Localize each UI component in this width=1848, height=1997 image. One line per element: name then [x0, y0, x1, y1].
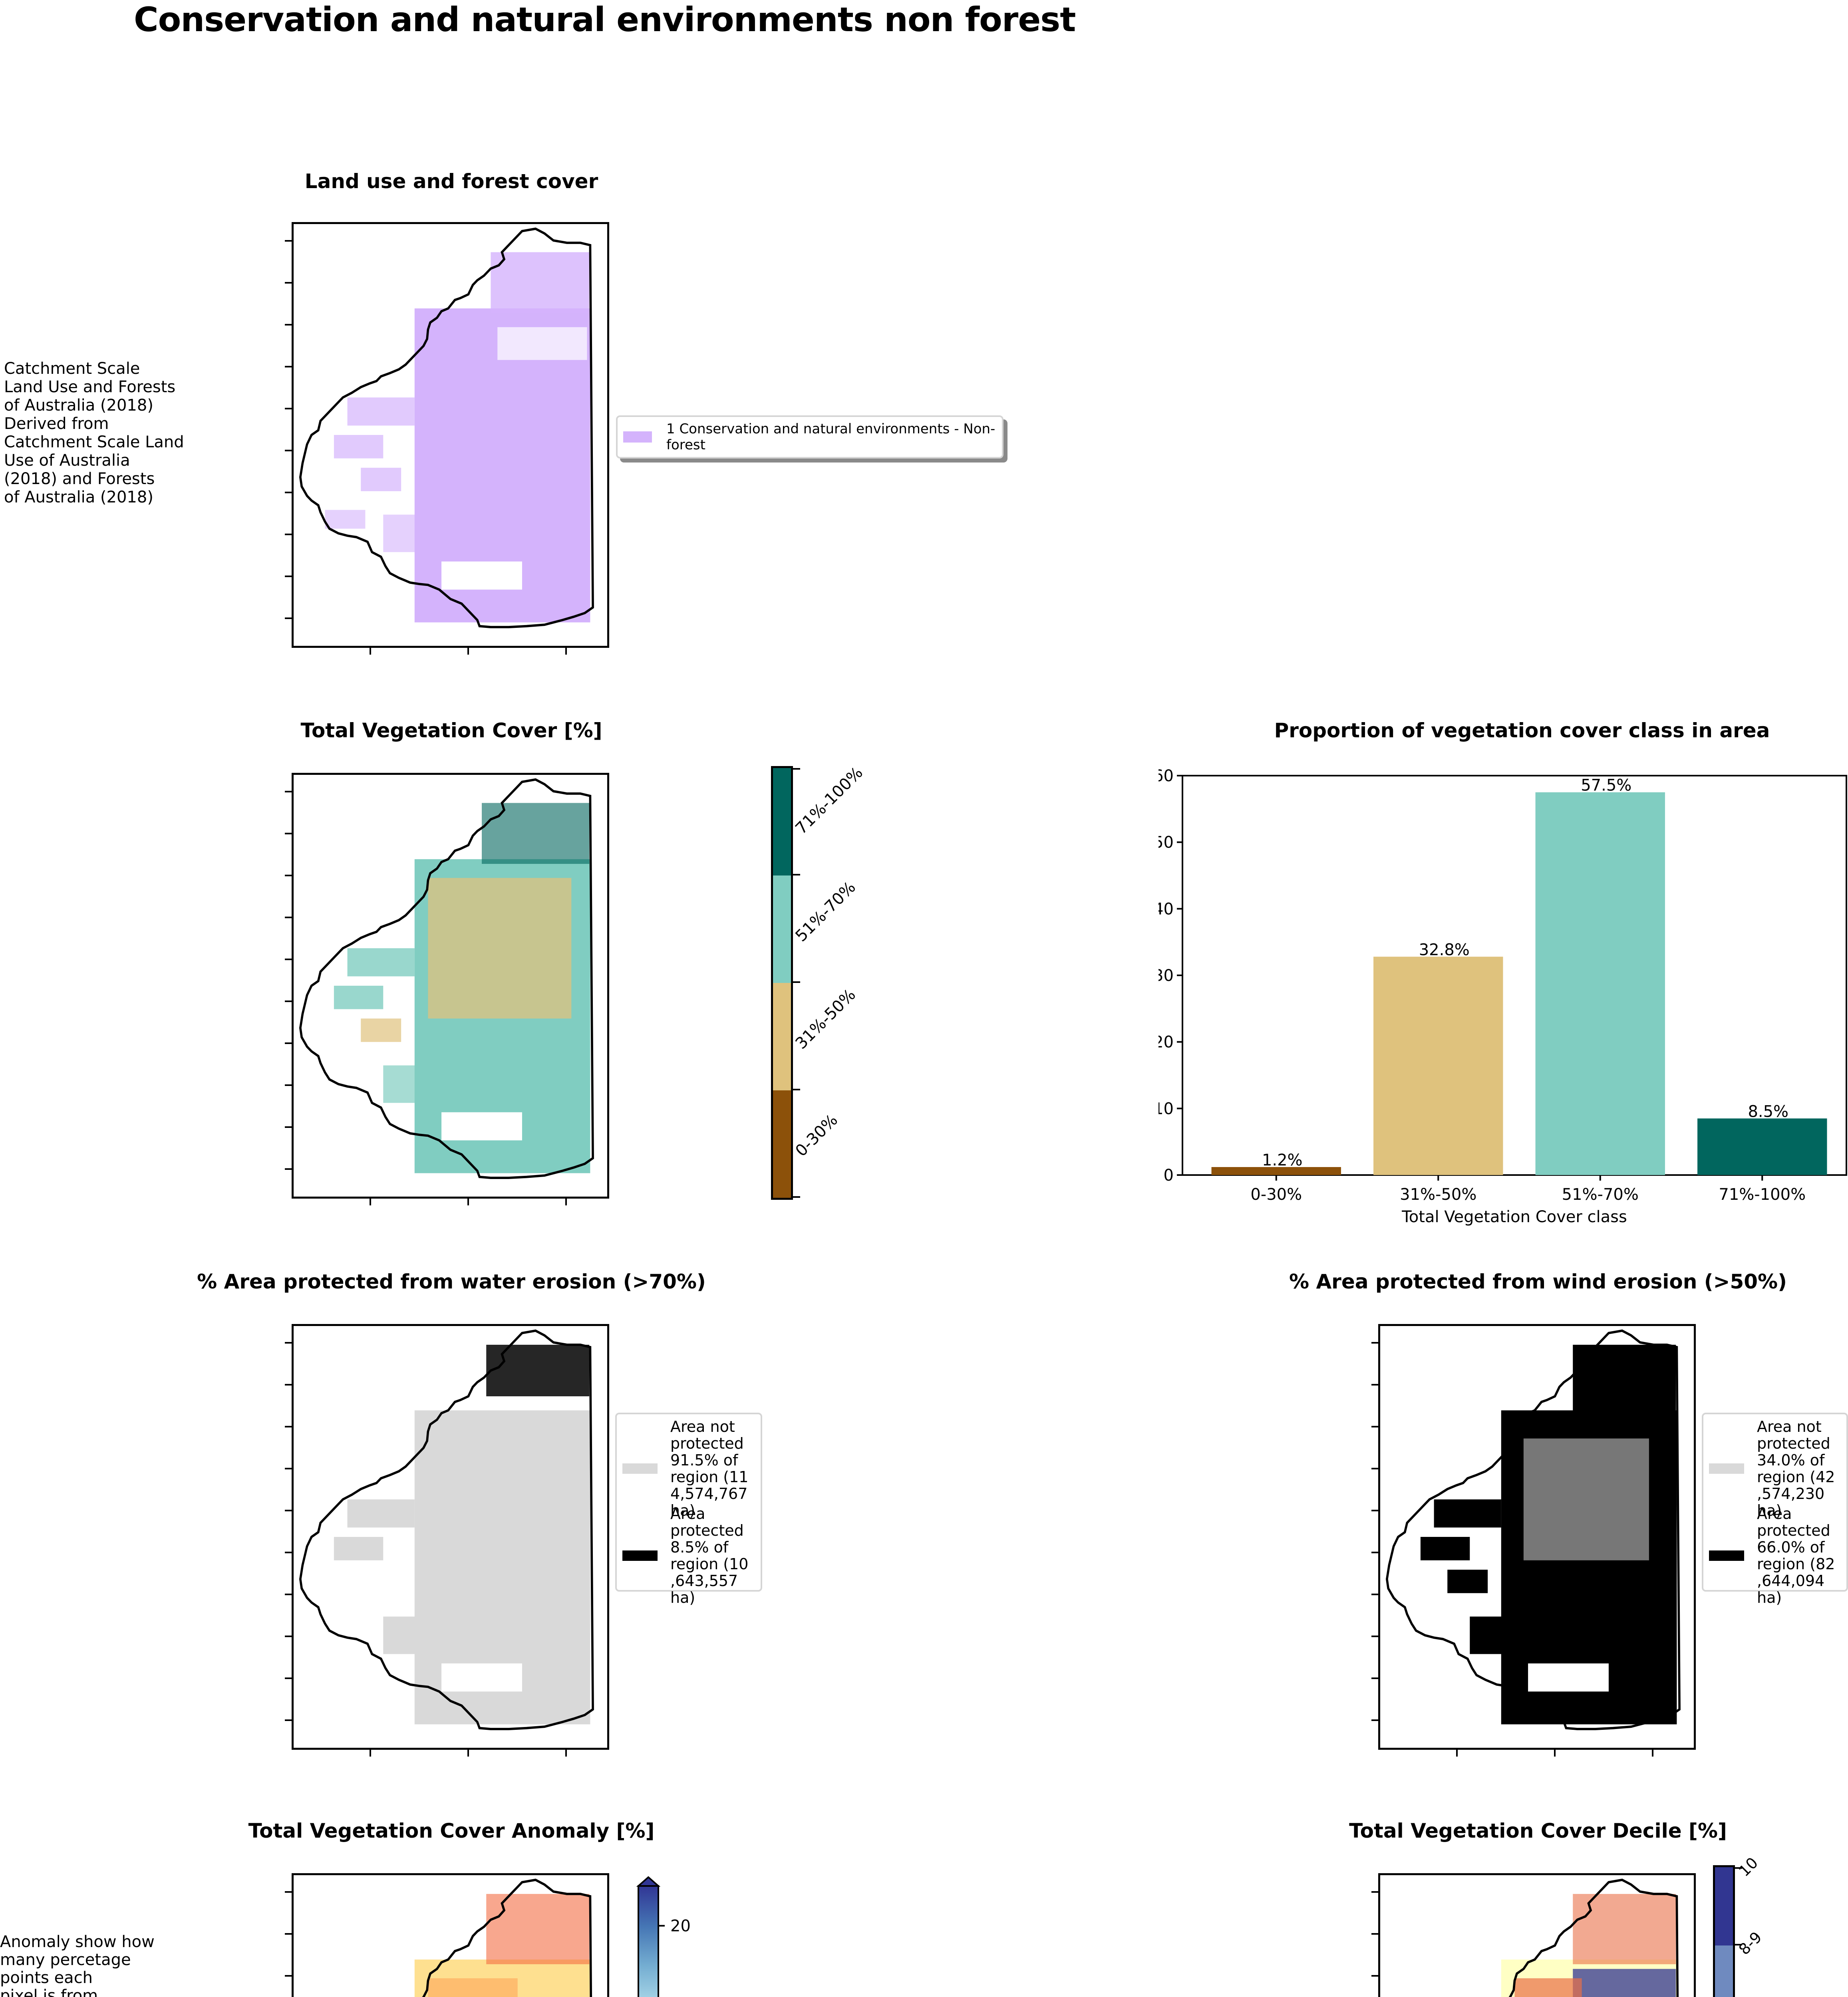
- legend-label: Area protected 8.5% of region (10 ,643,5…: [670, 1505, 749, 1606]
- colorbar-label: 0-30%: [792, 1111, 842, 1160]
- colorbar-tick: [1735, 1943, 1742, 1945]
- bar-chart: 0 10 20 30 40 50 60 1.2% 0-30% 32.8% 31%-50% 57.5% 5…: [1158, 767, 1847, 1226]
- colorbar-segment: [773, 768, 791, 875]
- x-tick-label: 31%-50%: [1400, 1185, 1476, 1204]
- x-axis-label: Total Vegetation Cover class: [1401, 1208, 1627, 1226]
- landuse-raster: [325, 252, 590, 623]
- bar: [1535, 792, 1665, 1175]
- colorbar-gradient: [638, 1886, 658, 1997]
- water-raster: [334, 1344, 590, 1725]
- legend-swatch: [623, 431, 652, 443]
- water-map: [285, 1324, 609, 1757]
- bar: [1373, 957, 1503, 1175]
- wind-title: % Area protected from wind erosion (>50%…: [1289, 1270, 1787, 1293]
- landuse-note: Catchment Scale Land Use and Forests of …: [4, 359, 184, 506]
- colorbar-label: 8-9: [1735, 1928, 1765, 1958]
- anomaly-map: [285, 1873, 609, 1997]
- water-title: % Area protected from water erosion (>70…: [197, 1270, 706, 1293]
- colorbar-label: 71%-100%: [792, 763, 866, 838]
- legend-label: Area not protected 34.0% of region (42 ,…: [1757, 1418, 1835, 1519]
- bar-value-label: 57.5%: [1581, 776, 1631, 795]
- landuse-map: [285, 222, 609, 655]
- tvc-colorbar: 0-30% 31%-50% 51%-70% 71%-100%: [771, 763, 866, 1200]
- y-tick-label: 10: [1158, 1100, 1174, 1118]
- x-tick-label: 0-30%: [1250, 1185, 1302, 1204]
- decile-title: Total Vegetation Cover Decile [%]: [1349, 1819, 1727, 1842]
- anomaly-colorbar: 20100−10−20: [636, 1876, 691, 1997]
- chart-title: Proportion of vegetation cover class in …: [1274, 719, 1770, 742]
- page-title: Conservation and natural environments no…: [134, 0, 1076, 39]
- x-tick-label: 71%-100%: [1719, 1185, 1806, 1204]
- wind-map: [1371, 1324, 1696, 1757]
- y-tick-label: 0: [1164, 1166, 1174, 1185]
- decile-map: [1371, 1873, 1696, 1997]
- decile-raster: [1501, 1894, 1677, 1997]
- tvc-map: [285, 773, 609, 1205]
- landuse-legend: 1 Conservation and natural environments …: [616, 415, 1003, 459]
- tvc-title: Total Vegetation Cover [%]: [300, 719, 602, 742]
- colorbar-label: 20: [670, 1917, 691, 1935]
- legend-label: 1 Conservation and natural environments …: [666, 421, 996, 453]
- anomaly-note: Anomaly show how many percetage points e…: [0, 1933, 155, 1997]
- colorbar-segment: [773, 875, 791, 983]
- colorbar-tick: [793, 874, 800, 875]
- wind-raster: [1420, 1344, 1677, 1725]
- anomaly-raster: [414, 1894, 590, 1997]
- wind-legend: Area not protected 34.0% of region (42 ,…: [1702, 1413, 1848, 1606]
- colorbar-segment: [1715, 1945, 1733, 1997]
- legend-label: Area protected 66.0% of region (82 ,644,…: [1757, 1505, 1835, 1606]
- tvc-raster: [334, 803, 590, 1173]
- legend-swatch: [622, 1550, 658, 1561]
- colorbar-segment: [1715, 1867, 1733, 1945]
- y-tick-label: 40: [1158, 900, 1174, 918]
- x-tick-label: 51%-70%: [1562, 1185, 1639, 1204]
- decile-colorbar: 12-34-78-910: [1713, 1854, 1765, 1997]
- colorbar-label: 51%-70%: [792, 878, 859, 945]
- bar-value-label: 8.5%: [1748, 1102, 1788, 1121]
- water-legend: Area not protected 91.5% of region (11 4…: [615, 1413, 762, 1606]
- landuse-title: Land use and forest cover: [304, 170, 598, 193]
- colorbar-tick: [793, 981, 800, 983]
- bar: [1697, 1118, 1827, 1175]
- colorbar-extend-max: [636, 1876, 661, 1887]
- bar-value-label: 32.8%: [1419, 941, 1470, 959]
- bar-value-label: 1.2%: [1262, 1151, 1303, 1169]
- legend-swatch: [622, 1463, 658, 1474]
- colorbar-tick: [793, 1196, 800, 1198]
- colorbar-tick: [793, 1089, 800, 1090]
- decile-note: Deciles show where the pixel value lies …: [921, 1995, 1168, 1997]
- anomaly-title: Total Vegetation Cover Anomaly [%]: [248, 1819, 655, 1842]
- colorbar-label: 31%-50%: [792, 985, 859, 1053]
- legend-swatch: [1709, 1550, 1744, 1561]
- plot-frame: [1182, 775, 1847, 1176]
- y-tick-label: 60: [1158, 767, 1174, 785]
- y-tick-label: 30: [1158, 967, 1174, 985]
- bar: [1211, 1167, 1341, 1175]
- colorbar-segment: [773, 983, 791, 1090]
- y-tick-label: 20: [1158, 1033, 1174, 1052]
- legend-swatch: [1709, 1463, 1744, 1474]
- colorbar-segment: [773, 1090, 791, 1198]
- y-tick-label: 50: [1158, 834, 1174, 852]
- legend-label: Area not protected 91.5% of region (11 4…: [670, 1418, 749, 1519]
